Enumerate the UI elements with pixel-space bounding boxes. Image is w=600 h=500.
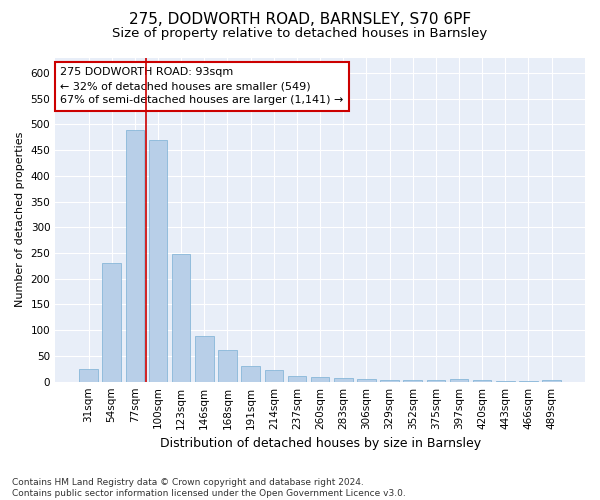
Bar xyxy=(79,369,98,382)
Bar xyxy=(125,130,144,382)
Bar xyxy=(241,366,260,382)
Bar xyxy=(450,378,468,382)
Bar xyxy=(357,379,376,382)
X-axis label: Distribution of detached houses by size in Barnsley: Distribution of detached houses by size … xyxy=(160,437,481,450)
Bar xyxy=(287,376,306,382)
Bar xyxy=(542,380,561,382)
Bar xyxy=(473,380,491,382)
Text: Contains HM Land Registry data © Crown copyright and database right 2024.
Contai: Contains HM Land Registry data © Crown c… xyxy=(12,478,406,498)
Bar xyxy=(519,381,538,382)
Bar xyxy=(195,336,214,382)
Bar xyxy=(149,140,167,382)
Bar xyxy=(218,350,237,382)
Bar xyxy=(427,380,445,382)
Text: 275, DODWORTH ROAD, BARNSLEY, S70 6PF: 275, DODWORTH ROAD, BARNSLEY, S70 6PF xyxy=(129,12,471,28)
Text: 275 DODWORTH ROAD: 93sqm
← 32% of detached houses are smaller (549)
67% of semi-: 275 DODWORTH ROAD: 93sqm ← 32% of detach… xyxy=(61,67,344,105)
Bar xyxy=(172,254,190,382)
Bar xyxy=(380,380,399,382)
Text: Size of property relative to detached houses in Barnsley: Size of property relative to detached ho… xyxy=(112,28,488,40)
Bar xyxy=(265,370,283,382)
Y-axis label: Number of detached properties: Number of detached properties xyxy=(15,132,25,308)
Bar xyxy=(334,378,353,382)
Bar xyxy=(496,381,515,382)
Bar xyxy=(403,380,422,382)
Bar xyxy=(103,264,121,382)
Bar xyxy=(311,376,329,382)
